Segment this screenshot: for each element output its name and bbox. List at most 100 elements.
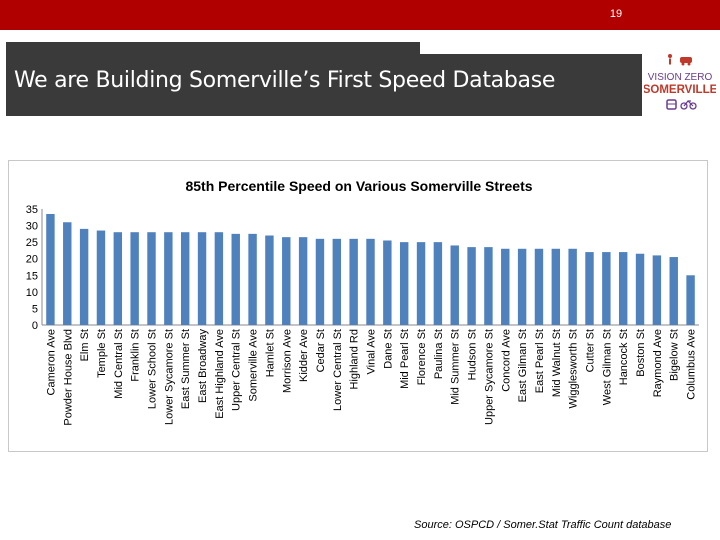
bar — [164, 232, 173, 325]
bar — [349, 238, 358, 325]
x-tick-label: Franklin St — [130, 329, 142, 382]
bar — [214, 232, 224, 325]
bar — [130, 232, 139, 325]
x-tick-label: Upper Sycamore St — [483, 329, 495, 425]
x-tick-label: Boston St — [635, 329, 647, 377]
y-tick-label: 10 — [26, 287, 38, 299]
bar — [63, 222, 72, 325]
x-tick-label: Raymond Ave — [652, 329, 664, 397]
bar — [366, 238, 375, 325]
y-tick-label: 0 — [32, 320, 38, 332]
y-tick-label: 5 — [32, 303, 38, 315]
bar — [298, 237, 308, 325]
bar — [79, 228, 89, 325]
slide-number: 19 — [609, 8, 623, 20]
x-tick-label: Wigglesworth St — [568, 329, 580, 408]
bar — [96, 230, 106, 325]
bar — [383, 240, 392, 325]
bar — [467, 247, 476, 325]
bar — [517, 248, 527, 325]
bar — [315, 238, 325, 325]
bar — [501, 248, 510, 325]
pedestrian-icon — [668, 54, 672, 65]
x-tick-label: Columbus Ave — [686, 329, 698, 400]
bar — [686, 275, 695, 325]
vision-zero-logo: VISION ZERO SOMERVILLE — [644, 50, 716, 118]
x-tick-label: East Highland Ave — [214, 329, 226, 419]
x-tick-label: Temple St — [96, 329, 108, 378]
chart-container: 85th Percentile Speed on Various Somervi… — [8, 160, 708, 452]
x-tick-label: Florence St — [416, 329, 428, 385]
x-tick-label: Cutter St — [585, 329, 597, 372]
x-tick-label: Cameron Ave — [45, 329, 57, 395]
y-tick-label: 30 — [26, 221, 38, 233]
bar — [450, 245, 459, 325]
y-tick-label: 25 — [26, 237, 38, 249]
x-tick-label: Paulina St — [433, 329, 445, 379]
x-tick-label: Cedar St — [315, 329, 327, 372]
x-tick-label: East Pearl St — [534, 329, 546, 393]
bicycle-icon — [680, 100, 697, 110]
bar — [568, 248, 577, 325]
bar — [231, 233, 240, 325]
y-tick-label: 35 — [26, 204, 38, 216]
x-tick-label: Somerville Ave — [248, 329, 260, 402]
x-tick-label: Hudson St — [467, 329, 479, 380]
x-tick-label: Mid Pearl St — [399, 329, 411, 389]
x-tick-label: Hancock St — [618, 329, 630, 385]
x-tick-label: Morrison Ave — [281, 329, 293, 393]
x-tick-label: Elm St — [79, 329, 91, 361]
bar — [399, 242, 409, 325]
x-tick-label: Vinal Ave — [366, 329, 378, 374]
y-tick-label: 15 — [26, 270, 38, 282]
y-tick-label: 20 — [26, 254, 38, 266]
bar — [265, 235, 274, 325]
x-tick-label: Mid Central St — [113, 329, 125, 399]
bar — [332, 238, 342, 325]
bar — [197, 232, 207, 325]
x-tick-label: West Gilman St — [601, 329, 613, 405]
bus-icon — [666, 99, 677, 110]
x-tick-label: Upper Central St — [231, 329, 243, 411]
bar — [618, 252, 628, 325]
x-tick-label: Lower Central St — [332, 329, 344, 411]
bar — [416, 242, 426, 325]
bar — [433, 242, 443, 325]
bar — [113, 232, 123, 325]
bar — [534, 248, 544, 325]
bar — [551, 248, 561, 325]
logo-line2: SOMERVILLE — [644, 84, 716, 96]
speed-bar-chart: 85th Percentile Speed on Various Somervi… — [26, 178, 699, 426]
bar — [147, 232, 156, 325]
bar — [669, 257, 678, 325]
logo-line1: VISION ZERO — [648, 72, 713, 83]
x-tick-label: Dane St — [382, 329, 394, 369]
x-tick-label: Mid Walnut St — [551, 329, 563, 397]
x-tick-label: Lower Sycamore St — [163, 329, 175, 425]
x-tick-label: Bigelow St — [669, 329, 681, 381]
x-tick-label: Concord Ave — [500, 329, 512, 392]
x-tick-label: East Gilman St — [517, 329, 529, 402]
x-tick-label: Powder House Blvd — [62, 329, 74, 426]
bar — [602, 252, 611, 325]
bar — [652, 255, 662, 325]
title-bar — [6, 54, 642, 116]
bar — [282, 237, 291, 325]
bar — [585, 252, 594, 325]
bar — [180, 232, 190, 325]
bar — [248, 233, 257, 325]
x-tick-label: Lower School St — [147, 329, 159, 409]
x-tick-label: East Summer St — [180, 329, 192, 409]
x-tick-label: Highland Rd — [349, 329, 361, 390]
chart-title: 85th Percentile Speed on Various Somervi… — [185, 178, 532, 194]
bar — [46, 213, 55, 325]
top-banner: 19 — [0, 0, 720, 30]
x-tick-label: Kidder Ave — [298, 329, 310, 382]
car-icon — [680, 57, 692, 66]
bar — [635, 253, 645, 325]
x-tick-label: East Broadway — [197, 329, 209, 403]
x-tick-label: Hamlet St — [264, 329, 276, 377]
bar — [484, 247, 493, 325]
source-note: Source: OSPCD / Somer.Stat Traffic Count… — [414, 519, 672, 531]
title-tab — [6, 42, 420, 56]
